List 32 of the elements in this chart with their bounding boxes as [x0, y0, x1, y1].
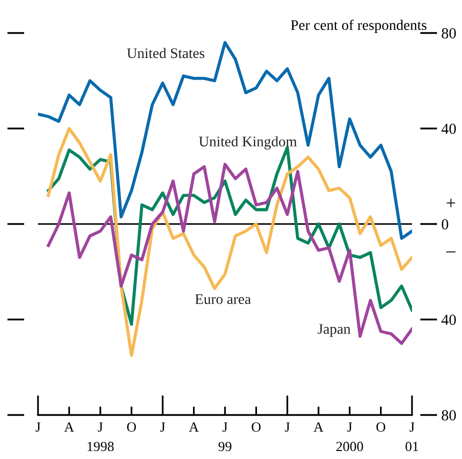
x-tick-label: J	[284, 422, 290, 432]
text: 01	[406, 442, 418, 452]
x-tick-label: J	[347, 422, 352, 432]
x-tick-label: A	[314, 422, 324, 432]
y-axis-title: Per cent of respondents	[290, 20, 426, 33]
x-tick-label: O	[376, 422, 386, 432]
series-label: Euro area	[195, 294, 251, 304]
text: 2000	[336, 442, 364, 452]
y-tick-label: 80	[442, 28, 456, 38]
y-tick-label: 0	[442, 219, 448, 230]
y-tick-label: 40	[441, 314, 456, 325]
series-label: United Kingdom	[198, 136, 297, 150]
x-tick-label: J	[410, 422, 414, 432]
x-tick-label: J	[160, 422, 166, 432]
x-tick-label: O	[127, 422, 136, 432]
x-tick-label: A	[188, 422, 199, 432]
x-tick-label: J	[36, 422, 40, 432]
text: 1998	[88, 442, 114, 452]
y-tick-label: 40	[441, 124, 456, 134]
text: +	[446, 198, 456, 208]
line-series	[38, 41, 412, 240]
line-series	[46, 162, 412, 345]
y-tick-label: 80	[442, 410, 456, 420]
x-tick-label: J	[222, 422, 228, 432]
x-tick-label: J	[98, 422, 103, 432]
x-tick-label: A	[64, 422, 74, 432]
line-series	[46, 126, 412, 357]
series-label: Japan	[318, 324, 350, 337]
series-label: United States	[127, 48, 204, 58]
x-tick-label: O	[252, 422, 261, 432]
text: –	[446, 251, 456, 252]
text: 99	[218, 442, 232, 452]
